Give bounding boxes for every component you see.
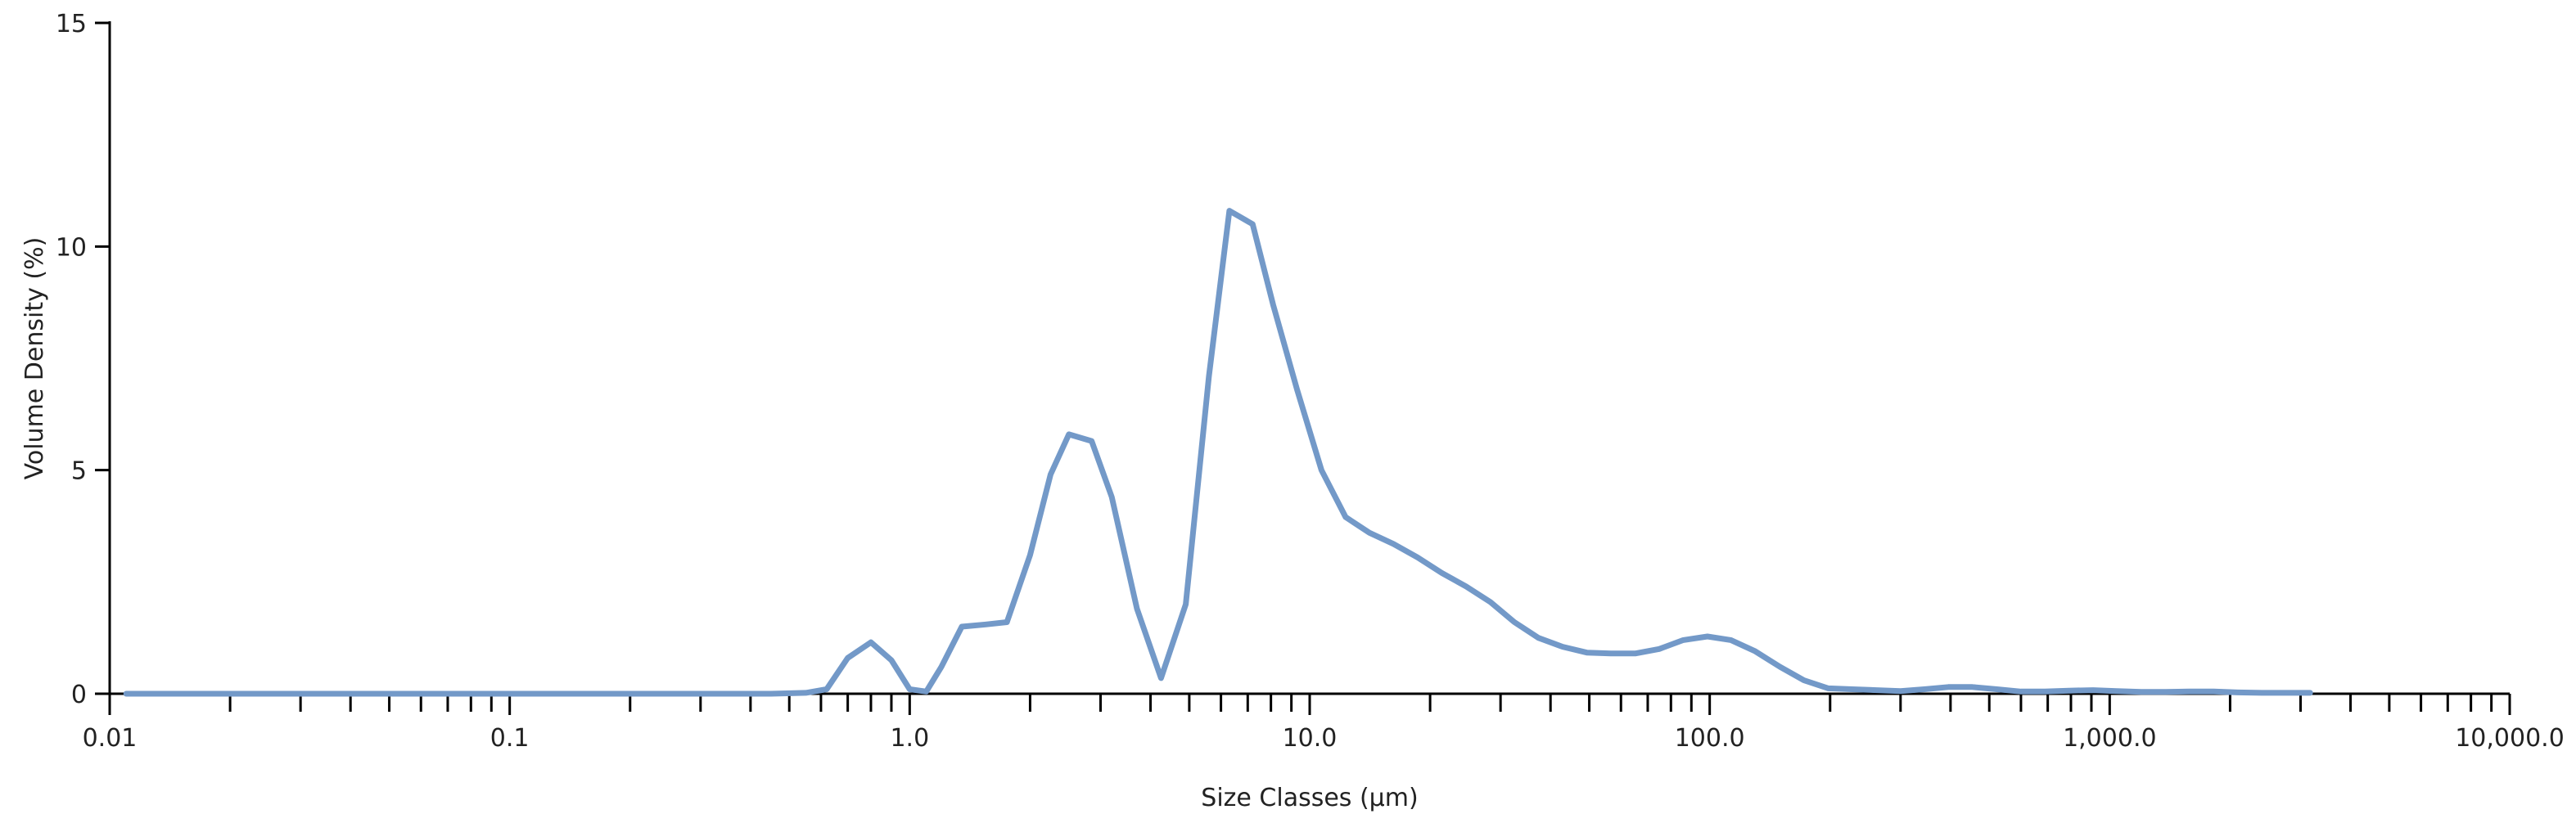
- y-tick-label: 15: [56, 10, 87, 38]
- y-tick-label: 5: [71, 457, 87, 486]
- y-axis-ticks: 0 5 10 15: [56, 10, 110, 709]
- y-axis-title: Volume Density (%): [20, 237, 49, 480]
- x-tick-label: 100.0: [1675, 724, 1745, 753]
- x-tick-label: 10,000.0: [2455, 724, 2565, 753]
- axes: [108, 21, 2510, 695]
- series-line-0: [123, 208, 2313, 697]
- x-axis-ticks: 0.01 0.1 1.0 10.0 100.0 1,000.0 10,000.0: [83, 694, 2565, 753]
- x-axis-title: Size Classes (μm): [1201, 784, 1418, 812]
- x-tick-label: 1.0: [890, 724, 929, 753]
- x-tick-label: 0.1: [490, 724, 530, 753]
- x-tick-label: 0.01: [83, 724, 138, 753]
- x-tick-label: 10.0: [1283, 724, 1338, 753]
- y-tick-label: 0: [71, 681, 87, 709]
- x-tick-label: 1,000.0: [2063, 724, 2157, 753]
- series-layer: [123, 208, 2313, 697]
- y-tick-label: 10: [56, 233, 87, 262]
